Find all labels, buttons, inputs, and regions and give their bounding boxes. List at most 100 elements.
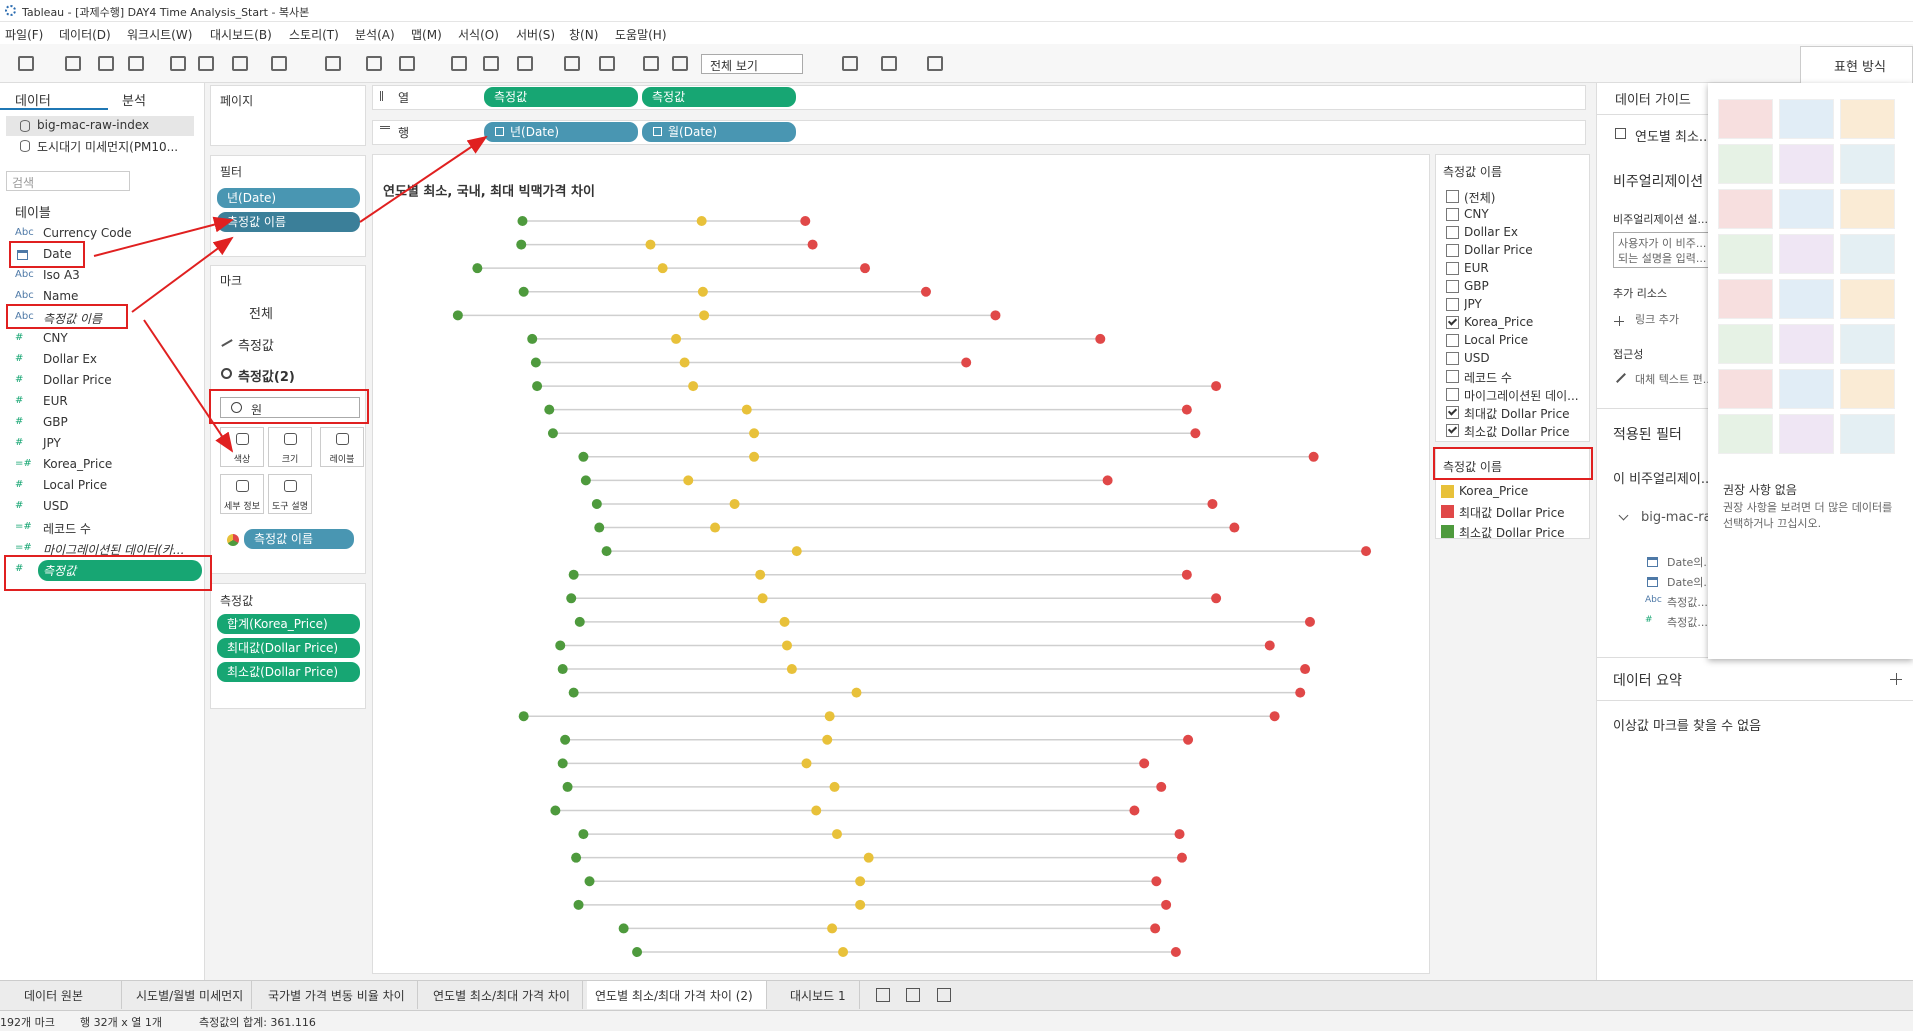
toolbar-icon[interactable] [170, 56, 186, 71]
toolbar-icon[interactable] [65, 56, 81, 71]
shelf-pill[interactable]: 월(Date) [642, 122, 796, 142]
menu-item[interactable]: 파일(F) [5, 28, 44, 42]
tab-icon[interactable] [906, 988, 920, 1002]
field[interactable]: Currency Code [43, 226, 132, 240]
menu-item[interactable]: 스토리(T) [289, 28, 339, 42]
menu-item[interactable]: 워크시트(W) [127, 28, 193, 42]
measure-pill[interactable]: 최대값(Dollar Price) [217, 638, 360, 658]
checkbox[interactable] [1446, 244, 1459, 257]
guide-add-link[interactable]: 링크 추가 [1635, 313, 1679, 326]
chart-thumbnail[interactable] [1718, 324, 1773, 364]
mark-button[interactable]: 색상 [220, 427, 264, 467]
checkbox[interactable] [1446, 190, 1459, 203]
filter-item[interactable]: 최대값 Dollar Price [1464, 407, 1570, 421]
filter-item[interactable]: (전체) [1464, 191, 1496, 205]
menu-item[interactable]: 도움말(H) [615, 28, 667, 42]
marks-layer[interactable]: 측정값 [238, 339, 274, 354]
toolbar-icon[interactable] [643, 56, 659, 71]
filter-pill[interactable]: 측정값 이름 [217, 212, 360, 232]
marks-layer[interactable]: 측정값(2) [238, 370, 295, 385]
chart-thumbnail[interactable] [1718, 369, 1773, 409]
field[interactable]: CNY [43, 331, 68, 345]
show-me-tab[interactable] [1800, 46, 1913, 83]
field[interactable]: 측정값 [43, 564, 77, 578]
chart-thumbnail[interactable] [1840, 324, 1895, 364]
filter-item[interactable]: 레코드 수 [1464, 371, 1512, 385]
chart-thumbnail[interactable] [1840, 279, 1895, 319]
sheet-tab[interactable]: 연도별 최소/최대 가격 차이 [425, 981, 583, 1009]
plus-icon[interactable] [1890, 673, 1902, 685]
chart-thumbnail[interactable] [1840, 189, 1895, 229]
chart-thumbnail[interactable] [1779, 234, 1834, 274]
field[interactable]: 측정값 이름 [43, 312, 103, 326]
checkbox[interactable] [1446, 406, 1459, 419]
sheet-tab[interactable]: 대시보드 1 [772, 981, 860, 1009]
field[interactable]: Date [43, 247, 72, 261]
chart-thumbnail[interactable] [1779, 99, 1834, 139]
filter-item[interactable]: Dollar Ex [1464, 225, 1519, 239]
mark-type-dropdown[interactable]: 원 [220, 397, 360, 418]
view-select[interactable]: 전체 보기 [701, 54, 803, 74]
chart-thumbnail[interactable] [1840, 144, 1895, 184]
mark-button[interactable]: 도구 설명 [268, 474, 312, 514]
field[interactable]: GBP [43, 415, 68, 429]
filter-item[interactable]: 최소값 Dollar Price [1464, 425, 1570, 439]
toolbar-icon[interactable] [564, 56, 580, 71]
sheet-tab[interactable]: 시도별/월별 미세먼지 [128, 981, 252, 1009]
field[interactable]: 마이그레이션된 데이터(카... [43, 543, 185, 557]
menu-item[interactable]: 서버(S) [516, 28, 556, 42]
toolbar-icon[interactable] [672, 56, 688, 71]
sheet-tab[interactable]: 연도별 최소/최대 가격 차이 (2) [587, 981, 767, 1009]
chart-thumbnail[interactable] [1840, 414, 1895, 454]
field[interactable]: Dollar Ex [43, 352, 98, 366]
field[interactable]: Iso A3 [43, 268, 80, 282]
filter-item[interactable]: CNY [1464, 207, 1489, 221]
sheet-tab[interactable]: 데이터 원본 [6, 981, 122, 1009]
checkbox[interactable] [1446, 208, 1459, 221]
filter-item[interactable]: Dollar Price [1464, 243, 1533, 257]
chart-thumbnail[interactable] [1718, 414, 1773, 454]
menu-item[interactable]: 맵(M) [411, 28, 442, 42]
chart-thumbnail[interactable] [1779, 324, 1834, 364]
mark-button[interactable]: 레이블 [320, 427, 364, 467]
chart-thumbnail[interactable] [1718, 189, 1773, 229]
chart-thumbnail[interactable] [1840, 99, 1895, 139]
filter-item[interactable]: EUR [1464, 261, 1489, 275]
filter-item[interactable]: GBP [1464, 279, 1489, 293]
toolbar-icon[interactable] [927, 56, 943, 71]
filter-item[interactable]: JPY [1464, 297, 1482, 311]
chart-thumbnail[interactable] [1779, 369, 1834, 409]
checkbox[interactable] [1446, 226, 1459, 239]
color-pill[interactable]: 측정값 이름 [244, 529, 354, 549]
marks-all[interactable]: 전체 [249, 307, 273, 322]
data-pane-tab[interactable]: 분석 [122, 94, 146, 109]
field[interactable]: Korea_Price [43, 457, 113, 471]
shelf-pill[interactable]: 측정값 [642, 87, 796, 107]
shelf-pill[interactable]: 측정값 [484, 87, 638, 107]
shelf-pill[interactable]: 년(Date) [484, 122, 638, 142]
checkbox[interactable] [1446, 388, 1459, 401]
toolbar-icon[interactable] [325, 56, 341, 71]
checkbox[interactable] [1446, 262, 1459, 275]
field[interactable]: Local Price [43, 478, 108, 492]
menu-item[interactable]: 서식(O) [458, 28, 499, 42]
field[interactable]: Dollar Price [43, 373, 112, 387]
chart-thumbnail[interactable] [1779, 414, 1834, 454]
toolbar-icon[interactable] [842, 56, 858, 71]
search-box[interactable]: 검색 [6, 171, 130, 191]
filter-pill[interactable]: 년(Date) [217, 188, 360, 208]
menu-item[interactable]: 분석(A) [355, 28, 395, 42]
toolbar-icon[interactable] [198, 56, 214, 71]
toolbar-icon[interactable] [451, 56, 467, 71]
filter-item[interactable]: Local Price [1464, 333, 1529, 347]
tab-icon[interactable] [937, 988, 951, 1002]
data-pane-tab[interactable]: 데이터 [15, 94, 51, 109]
guide-alt-text[interactable]: 대체 텍스트 편... [1635, 373, 1714, 386]
chart-thumbnail[interactable] [1840, 369, 1895, 409]
field[interactable]: EUR [43, 394, 68, 408]
mark-button[interactable]: 세부 정보 [220, 474, 264, 514]
toolbar-icon[interactable] [366, 56, 382, 71]
chart-thumbnail[interactable] [1779, 279, 1834, 319]
toolbar-icon[interactable] [232, 56, 248, 71]
field[interactable]: Name [43, 289, 79, 303]
